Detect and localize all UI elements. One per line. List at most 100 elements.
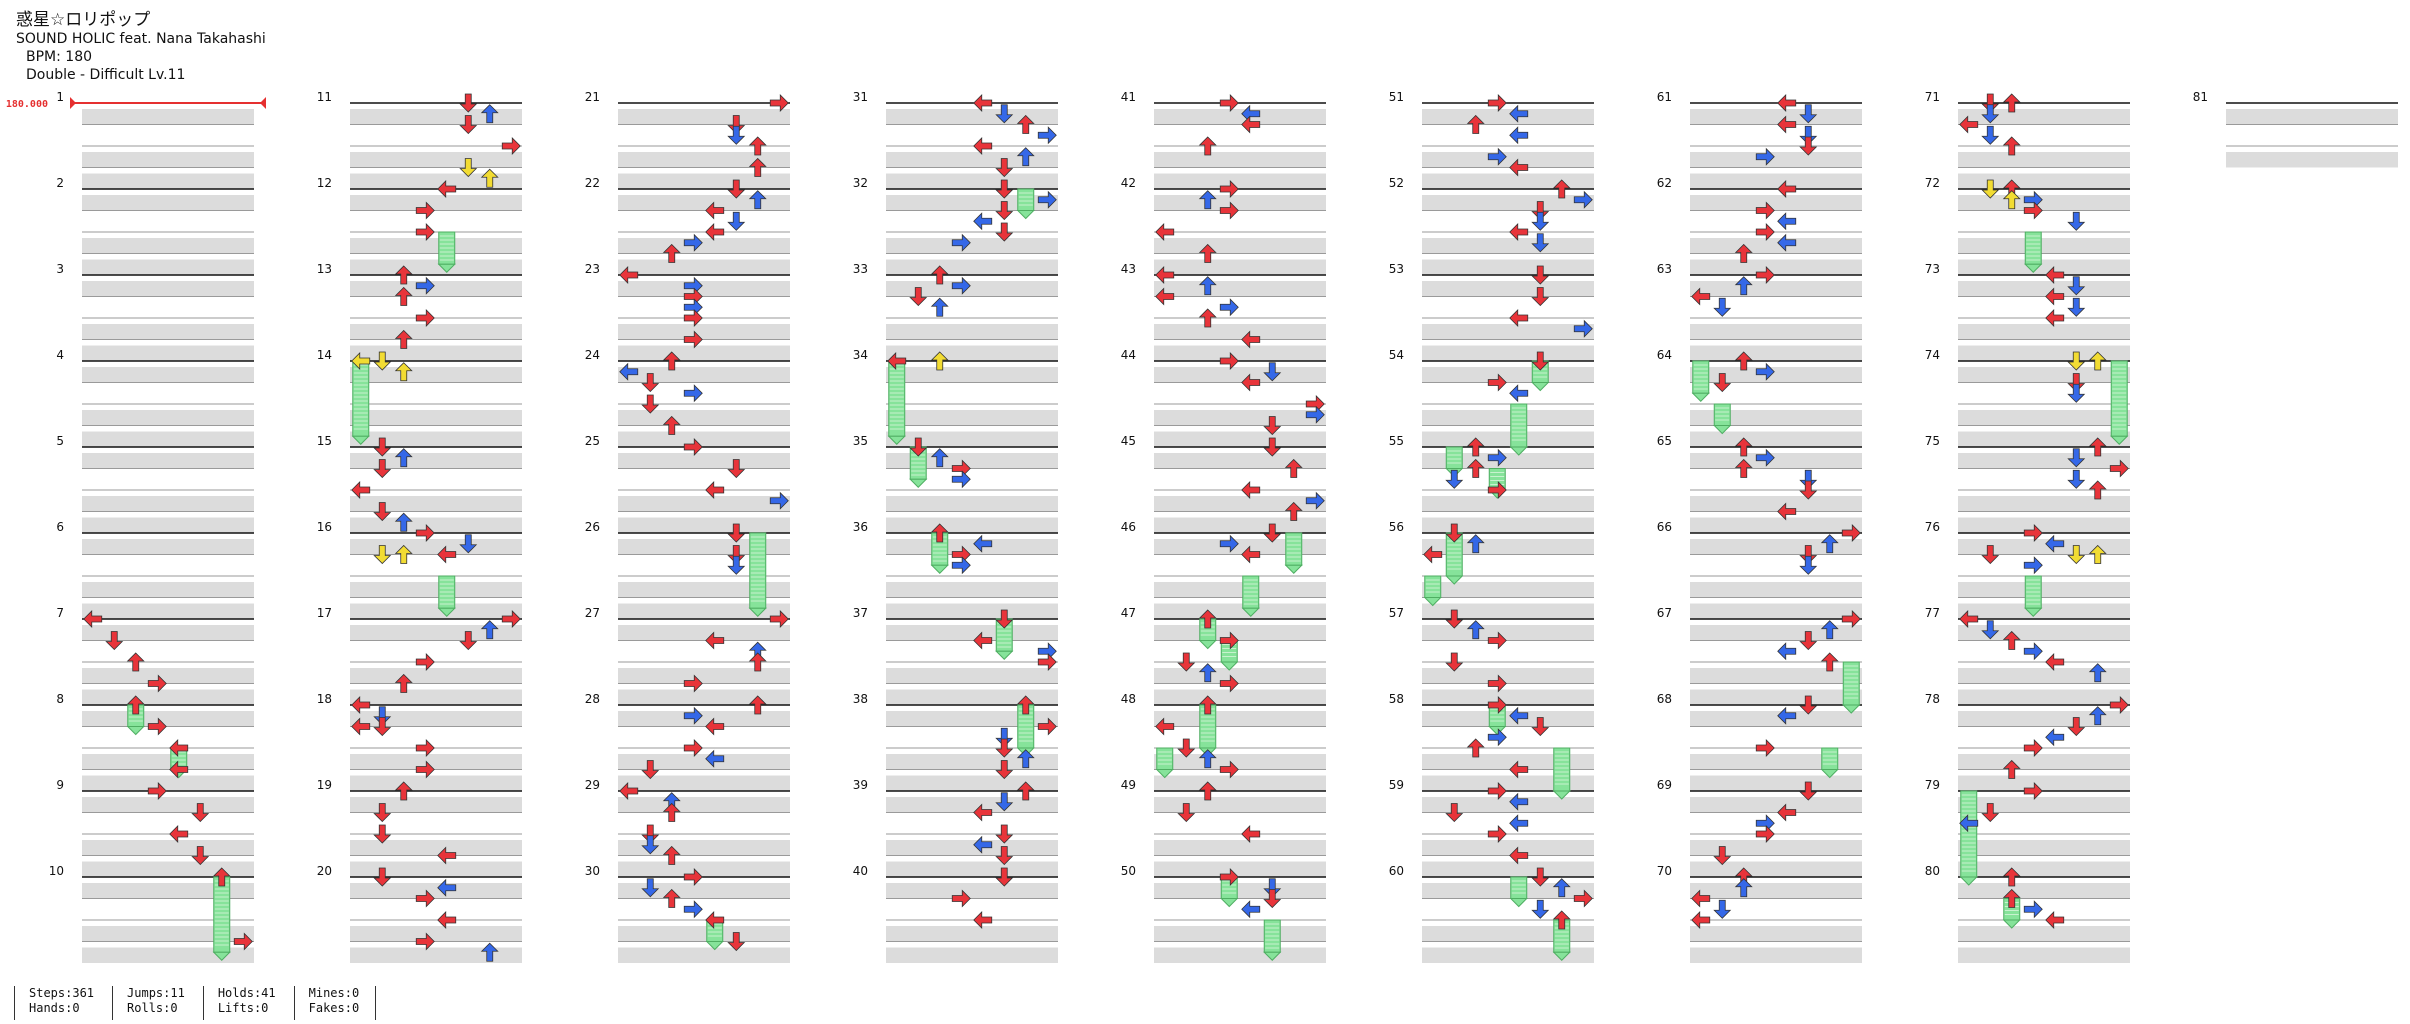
jumps-stat: Jumps:11	[127, 986, 185, 1000]
measure-number: 32	[853, 176, 868, 190]
measure-number: 18	[317, 692, 332, 706]
arrow-left-icon	[437, 911, 457, 929]
arrow-shape	[2067, 297, 2086, 317]
arrow-shape	[1445, 803, 1464, 823]
arrow-down-icon	[1263, 362, 1282, 382]
beat-stripe	[886, 517, 1058, 533]
arrow-shape	[973, 803, 993, 822]
hold-note	[351, 360, 370, 445]
beat-gap	[350, 818, 522, 834]
measure-number: 48	[1121, 692, 1136, 706]
beat-gap	[350, 388, 522, 404]
beat-gap	[1690, 818, 1862, 834]
beat-stripe	[350, 496, 522, 512]
arrow-shape	[351, 481, 371, 499]
measure-block: 62	[1657, 176, 1862, 275]
arrow-right-icon	[1841, 610, 1861, 628]
arrow-shape	[169, 739, 189, 757]
beat-stripe	[886, 754, 1058, 770]
arrow-right-icon	[1219, 534, 1239, 553]
arrow-up-icon	[1734, 878, 1753, 898]
arrow-shape	[233, 932, 253, 951]
beat-stripe	[618, 775, 790, 791]
arrow-shape	[683, 438, 703, 456]
measure-block: 77	[1925, 606, 2130, 705]
arrow-shape	[1959, 115, 1979, 134]
measure-number: 45	[1121, 434, 1136, 448]
beat-stripe	[82, 689, 254, 705]
beat-stripe	[350, 517, 522, 533]
arrow-up-icon	[1198, 276, 1217, 296]
measure-number: 76	[1925, 520, 1940, 534]
arrow-shape	[1820, 534, 1839, 554]
arrow-left-icon	[1959, 610, 1979, 628]
arrow-down-icon	[641, 373, 660, 393]
beat-stripe	[1154, 603, 1326, 619]
arrow-shape	[705, 481, 725, 499]
beat-gap	[1958, 560, 2130, 576]
measure-number: 56	[1389, 520, 1404, 534]
arrow-right-icon	[1487, 674, 1507, 693]
beat-gap	[82, 560, 254, 576]
arrow-left-icon	[1509, 158, 1529, 177]
arrow-down-icon	[1981, 803, 2000, 823]
beat-stripe	[350, 861, 522, 877]
arrow-up-icon	[930, 523, 949, 543]
song-title: 惑星☆ロリポップ	[16, 10, 151, 30]
arrow-shape	[437, 911, 457, 929]
arrow-up-icon	[394, 286, 413, 306]
arrow-left-icon	[973, 94, 993, 112]
arrow-up-icon	[212, 867, 231, 887]
arrow-left-icon	[1509, 309, 1529, 327]
hold-note	[930, 532, 949, 574]
arrow-shape	[1198, 781, 1217, 801]
arrow-right-icon	[1487, 94, 1507, 112]
arrow-right-icon	[683, 233, 703, 252]
beat-gap	[1154, 904, 1326, 920]
beat-stripe	[1958, 947, 2130, 963]
arrow-shape	[683, 706, 703, 725]
measure-number: 71	[1925, 90, 1940, 104]
measure-number: 12	[317, 176, 332, 190]
beat-gap	[82, 904, 254, 920]
arrow-shape	[480, 168, 499, 188]
arrow-shape	[1799, 125, 1818, 145]
beat-stripe	[1958, 152, 2130, 168]
beat-gap	[350, 732, 522, 748]
arrow-right-icon	[1219, 180, 1239, 198]
beat-stripe	[1690, 453, 1862, 469]
arrow-right-icon	[1305, 491, 1325, 510]
beat-stripe	[1422, 517, 1594, 533]
beat-stripe	[1690, 840, 1862, 856]
arrow-down-icon	[1981, 620, 2000, 640]
beat-stripe	[1422, 109, 1594, 125]
arrow-left-icon	[2045, 287, 2065, 306]
arrow-left-icon	[705, 749, 725, 768]
beat-stripe	[1958, 861, 2130, 877]
arrow-shape	[1552, 878, 1571, 898]
measure-block: 4	[56, 348, 254, 447]
arrow-shape	[727, 523, 746, 543]
arrow-shape	[1219, 180, 1239, 198]
measure-block: 37	[853, 606, 1058, 705]
arrow-shape	[415, 223, 435, 241]
beat-stripe	[1422, 668, 1594, 684]
beat-stripe	[1154, 689, 1326, 705]
beat-stripe	[1958, 883, 2130, 899]
arrow-shape	[1509, 706, 1529, 725]
arrow-shape	[1820, 652, 1839, 672]
arrow-shape	[995, 792, 1014, 812]
arrow-right-icon	[683, 438, 703, 456]
arrow-up-icon	[480, 620, 499, 640]
arrow-shape	[995, 201, 1014, 221]
beat-stripe	[618, 582, 790, 598]
beat-gap	[1422, 904, 1594, 920]
arrow-shape	[1037, 190, 1057, 209]
arrow-left-icon	[1691, 287, 1711, 306]
arrow-shape	[1263, 878, 1282, 898]
beat-stripe	[1958, 173, 2130, 189]
arrow-shape	[415, 739, 435, 757]
hold-body	[1424, 575, 1442, 598]
arrow-up-icon	[2088, 706, 2107, 726]
beat-stripe	[350, 195, 522, 211]
